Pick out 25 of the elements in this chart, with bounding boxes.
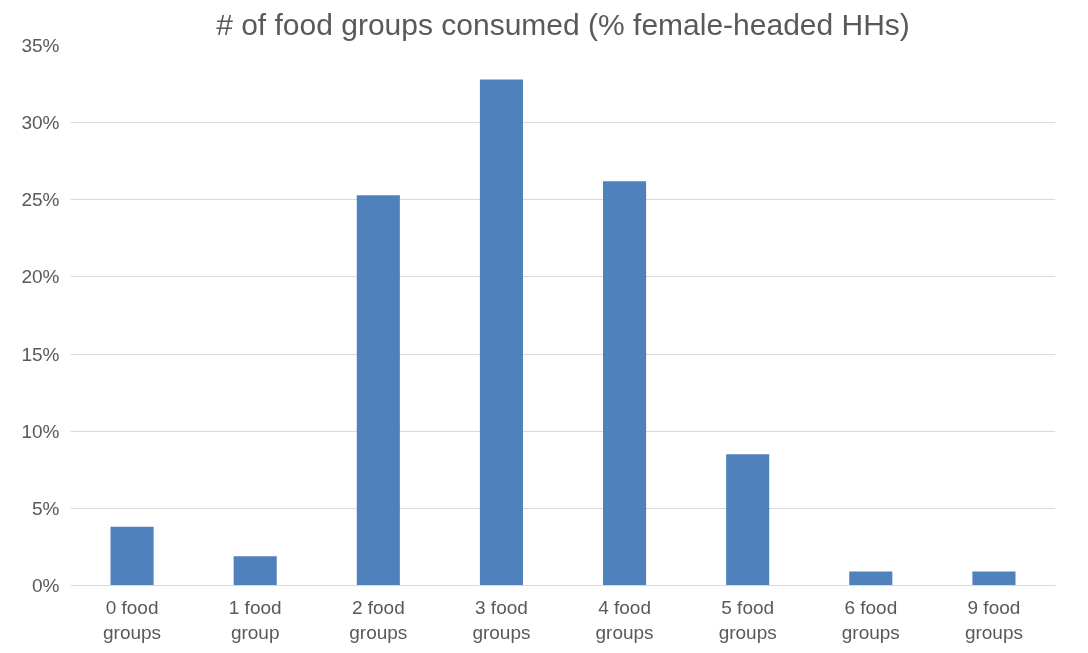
x-tick-label: 3 food groups <box>472 596 531 643</box>
x-tick-label: 4 food groups <box>595 596 654 643</box>
y-tick-label: 15% <box>21 343 60 365</box>
x-tick-label: 9 food groups <box>964 596 1023 643</box>
y-tick-label: 10% <box>21 420 60 442</box>
bar <box>110 526 154 586</box>
bar <box>603 181 647 586</box>
bar <box>972 571 1016 586</box>
bar <box>233 556 277 586</box>
y-tick-label: 20% <box>21 266 60 288</box>
x-tick-label: 6 food groups <box>841 596 900 643</box>
bar <box>849 571 893 586</box>
bar <box>356 195 400 586</box>
x-tick-label: 5 food groups <box>718 596 777 643</box>
y-tick-label: 0% <box>32 575 60 596</box>
x-tick-label: 1 food group <box>228 596 282 643</box>
y-tick-label: 30% <box>21 112 60 134</box>
y-tick-label: 25% <box>21 189 60 211</box>
x-tick-label: 0 food groups <box>103 596 162 643</box>
bar <box>479 79 523 586</box>
x-tick-label: 2 food groups <box>349 596 408 643</box>
y-tick-label: 5% <box>32 497 60 519</box>
bar <box>726 454 770 586</box>
y-tick-label: 35% <box>21 35 60 56</box>
chart-title: # of food groups consumed (% female-headed HHs) <box>216 7 910 41</box>
